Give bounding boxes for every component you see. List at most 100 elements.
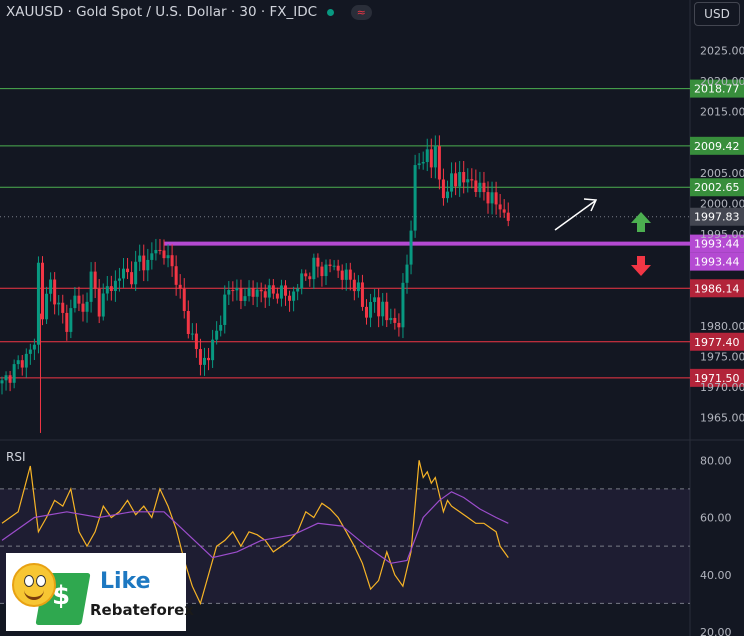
last-price-label: 1997.83: [694, 211, 740, 224]
trend-arrow-icon: [554, 200, 596, 231]
candle-body: [69, 308, 73, 332]
candle-body: [4, 375, 8, 381]
candle-body: [312, 257, 316, 280]
level-tag-label: 1971.50: [694, 372, 740, 385]
trend-arrow-head-icon: [583, 198, 598, 212]
candle-body: [365, 306, 368, 318]
candle-body: [381, 301, 385, 317]
candle-body: [340, 270, 344, 280]
candle-body: [239, 288, 243, 301]
candle-body: [198, 349, 202, 365]
candle-body: [429, 149, 433, 168]
candle-body: [356, 282, 360, 292]
candle-body: [170, 255, 174, 267]
candle-body: [332, 265, 336, 267]
candle-body: [243, 296, 247, 301]
candle-body: [450, 173, 454, 192]
candle-body: [150, 253, 154, 260]
candle-body: [271, 285, 275, 294]
candle-body: [397, 322, 401, 328]
candle-body: [441, 179, 445, 199]
candle-body: [267, 285, 271, 298]
price-tick-label: 2025.00: [700, 44, 744, 57]
candle-body: [154, 249, 158, 254]
candle-body: [203, 357, 206, 365]
candle-body: [8, 375, 12, 383]
rebateforex-logo: $ Like Rebateforex: [6, 553, 194, 631]
candle-body: [506, 212, 510, 221]
candle-body: [81, 303, 85, 312]
candle-body: [373, 297, 377, 302]
candle-body: [348, 269, 352, 280]
candle-body: [32, 344, 36, 350]
candle-body: [292, 291, 296, 301]
price-tick-label: 2020.00: [700, 75, 744, 88]
level-tag: [690, 79, 744, 98]
candle-body: [235, 288, 239, 291]
candle-body: [211, 339, 215, 361]
candle-body: [360, 282, 364, 307]
candle-body: [36, 262, 40, 345]
smiley-icon: [12, 563, 56, 607]
candle-body: [320, 266, 324, 277]
price-axis: 2025.00 2020.00 2015.00 2005.00 2000.00 1995.…: [700, 44, 744, 424]
candle-body: [389, 317, 393, 321]
status-pill[interactable]: ≈: [350, 5, 372, 20]
price-tick-label: 2015.00: [700, 106, 744, 119]
candle-body: [73, 295, 77, 309]
candle-body: [57, 302, 61, 305]
candle-body: [28, 349, 32, 354]
rsi-tick-label: 40.00: [700, 569, 732, 582]
level-tag: [690, 368, 744, 387]
pivot-tag-label: 1993.44: [694, 256, 740, 269]
candle-body: [425, 149, 429, 163]
logo-like-text: Like: [100, 569, 151, 594]
candle-body: [122, 268, 125, 279]
down-arrow-icon: [631, 256, 651, 276]
candle-body: [300, 273, 304, 289]
candle-body: [421, 162, 425, 164]
currency-select[interactable]: USD: [694, 2, 740, 26]
candle-body: [227, 290, 231, 295]
level-tag-label: 2002.65: [694, 181, 740, 194]
candle-body: [142, 255, 146, 271]
candle-body: [113, 280, 117, 292]
price-tick-label: 2005.00: [700, 167, 744, 180]
annotations: [554, 198, 651, 276]
candle-body: [61, 302, 65, 313]
candle-body: [433, 146, 437, 168]
candle-body: [502, 209, 506, 213]
candle-body: [231, 290, 235, 292]
candle-body: [482, 182, 486, 193]
candle-body: [194, 333, 198, 350]
pivot-tag: [690, 252, 744, 271]
level-tag-label: 2009.42: [694, 140, 740, 153]
level-tag: [690, 178, 744, 197]
candle-body: [24, 353, 28, 368]
symbol-header[interactable]: XAUUSD · Gold Spot / U.S. Dollar · 30 · …: [6, 4, 372, 20]
candle-body: [162, 250, 166, 259]
candle-body: [109, 286, 113, 292]
candle-body: [223, 294, 227, 325]
level-tag-label: 1986.14: [694, 282, 740, 295]
horizontal-levels[interactable]: 2018.77 2009.42 2002.65 1993.44 1986.14 1977.…: [0, 79, 744, 387]
candle-body: [89, 271, 93, 302]
market-status-dot: [327, 8, 335, 16]
candle-body: [207, 357, 211, 361]
candle-body: [454, 173, 458, 187]
level-tag: [690, 234, 744, 253]
price-tick-label: 1965.00: [700, 412, 744, 425]
candle-body: [462, 172, 466, 183]
candle-body: [377, 297, 381, 317]
candle-body: [466, 179, 470, 183]
candle-body: [97, 288, 101, 317]
candle-body: [405, 264, 409, 283]
price-tick-label: 2000.00: [700, 197, 744, 210]
level-tag-label: 2018.77: [694, 83, 740, 96]
price-tick-label: 1995.00: [700, 228, 744, 241]
price-tick-label: 1980.00: [700, 320, 744, 333]
rsi-tick-label: 60.00: [700, 512, 732, 525]
candle-body: [324, 264, 328, 277]
